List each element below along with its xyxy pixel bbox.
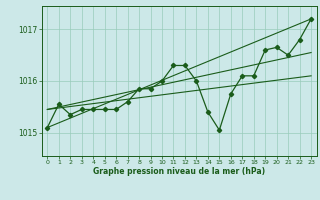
X-axis label: Graphe pression niveau de la mer (hPa): Graphe pression niveau de la mer (hPa): [93, 167, 265, 176]
